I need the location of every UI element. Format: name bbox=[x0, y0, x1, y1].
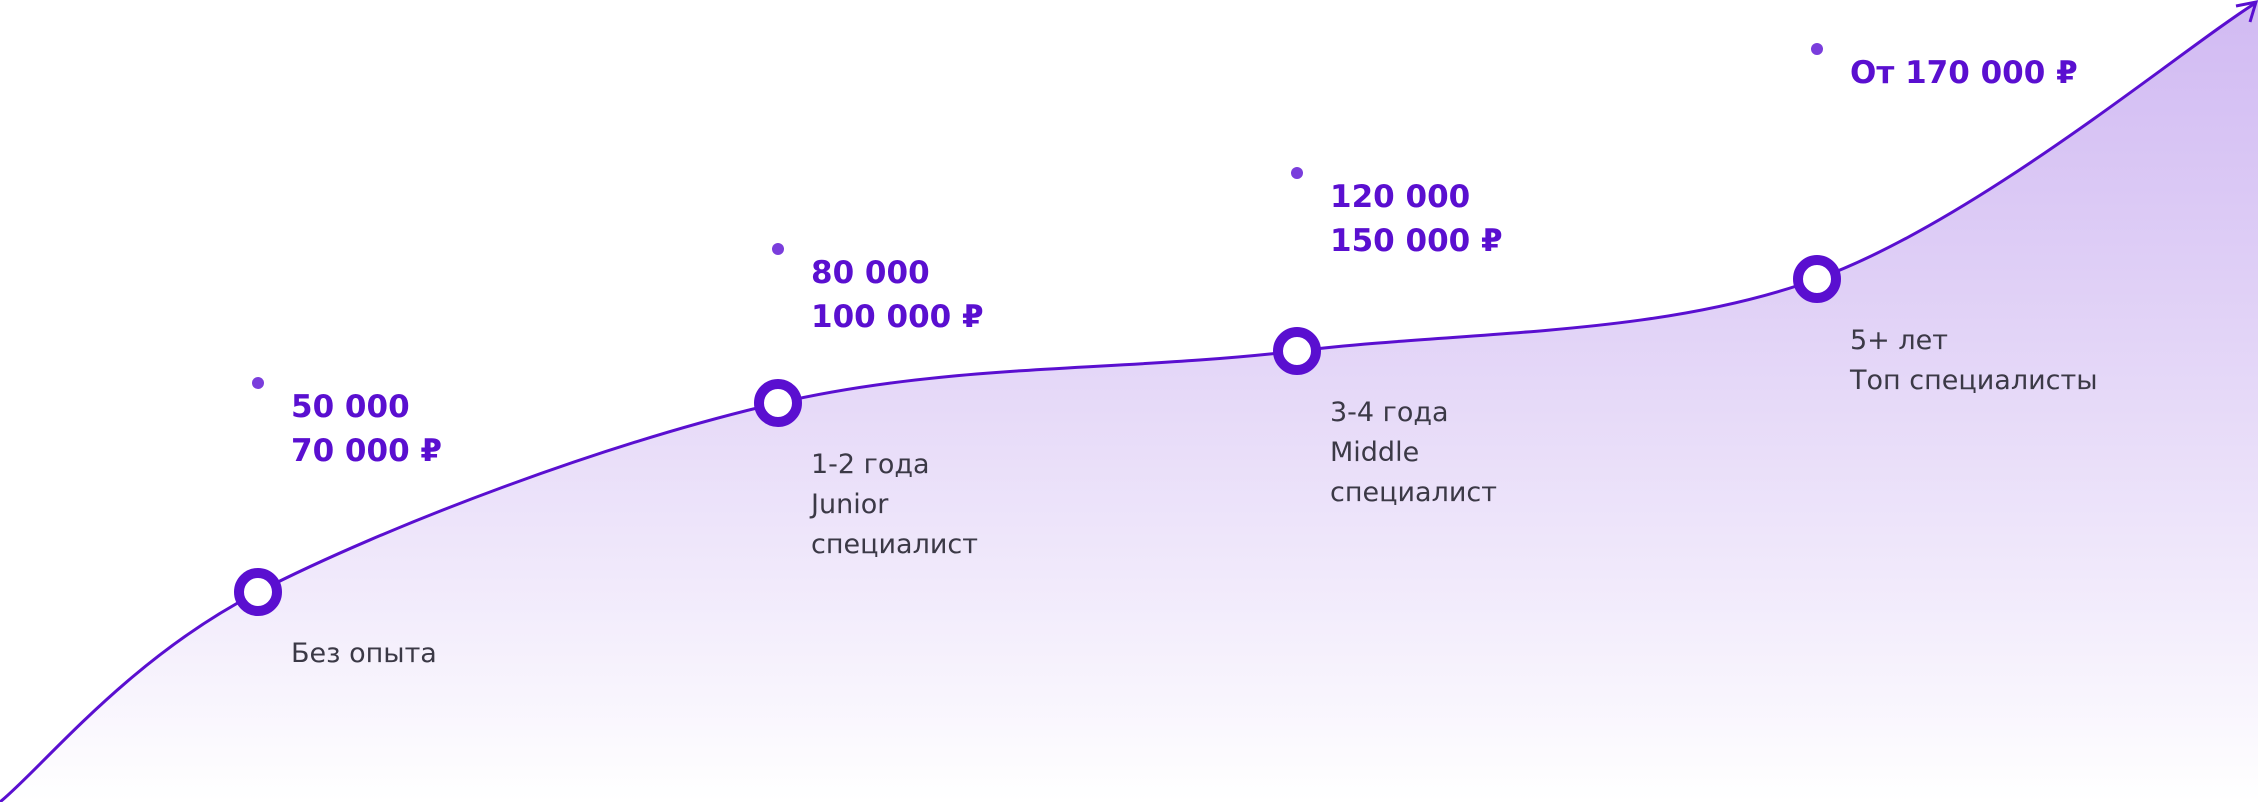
stage-description: Топ специалисты bbox=[1849, 365, 2098, 396]
salary-text: 80 000 bbox=[811, 255, 930, 291]
stage-description: 1-2 года bbox=[811, 449, 930, 480]
stage-description: Junior bbox=[809, 489, 889, 520]
stem-dot bbox=[1291, 167, 1303, 179]
salary-text: 50 000 bbox=[291, 389, 410, 425]
salary-text: 120 000 bbox=[1330, 179, 1470, 215]
salary-text: 70 000 ₽ bbox=[291, 433, 442, 469]
salary-text: От 170 000 ₽ bbox=[1850, 55, 2078, 91]
stage-description: 3-4 года bbox=[1330, 397, 1449, 428]
arrow-head bbox=[2235, 0, 2258, 23]
salary-text: 150 000 ₽ bbox=[1330, 223, 1503, 259]
stage-description: специалист bbox=[1330, 477, 1497, 508]
stage-node bbox=[1273, 327, 1321, 375]
stage-node bbox=[1793, 255, 1841, 303]
stage-description: специалист bbox=[811, 529, 978, 560]
stage-node bbox=[234, 568, 282, 616]
stage-node bbox=[754, 379, 802, 427]
stem-dot bbox=[1811, 43, 1823, 55]
stem-dot bbox=[772, 243, 784, 255]
stage-description: 5+ лет bbox=[1850, 325, 1948, 356]
stage-description: Middle bbox=[1330, 437, 1419, 468]
salary-text: 100 000 ₽ bbox=[811, 299, 984, 335]
stem-dot bbox=[252, 377, 264, 389]
stage-description: Без опыта bbox=[291, 638, 437, 669]
